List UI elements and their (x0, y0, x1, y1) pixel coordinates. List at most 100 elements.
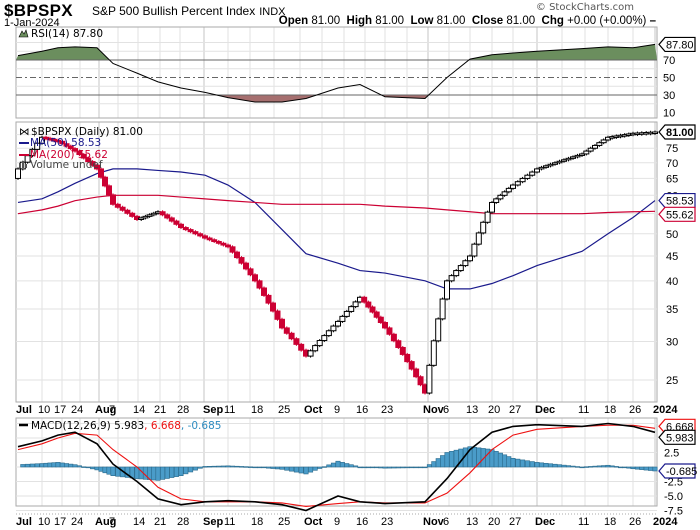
candle (124, 209, 131, 214)
macd-histogram-bar (59, 462, 65, 468)
macd-histogram-bar (506, 456, 512, 468)
candle (339, 315, 346, 322)
histogram-tag: -0.685 (666, 466, 697, 478)
high-label: High (346, 15, 373, 27)
candle (330, 325, 337, 332)
macd-tick-label: -7.5 (664, 506, 683, 518)
candle (570, 156, 576, 159)
candle (561, 159, 567, 162)
macd-x-axis-label: 14 (133, 516, 145, 528)
macd-histogram-bar (270, 466, 276, 469)
watermark: © StockCharts.com (535, 2, 634, 13)
macd-histogram-bar (207, 466, 213, 468)
candle (386, 327, 393, 335)
macd-histogram-bar (344, 463, 350, 468)
macd-histogram-bar (188, 466, 194, 473)
candle (298, 343, 305, 351)
macd-histogram-bar (426, 464, 432, 468)
macd-histogram-bar (202, 466, 208, 468)
macd-histogram-bar (538, 462, 544, 468)
price-x-axis-label: 17 (54, 404, 66, 416)
macd-histogram-bar (485, 448, 491, 468)
chart-date: 1-Jan-2024 (4, 17, 60, 29)
price-tick-label: 50 (666, 229, 678, 241)
macd-histogram-bar (515, 458, 521, 468)
macd-histogram-bar (303, 466, 309, 475)
macd-histogram-bar (596, 465, 602, 468)
ma50-tag-box (658, 192, 696, 209)
candle (652, 131, 658, 134)
macd-histogram-bar (178, 466, 184, 476)
macd-x-axis-label: 10 (38, 516, 50, 528)
candle (587, 147, 594, 152)
macd-histogram-bar (592, 465, 598, 468)
price-x-axis-label: Nov (423, 404, 445, 416)
macd-legend-part: , -0.685 (181, 420, 222, 432)
macd-histogram-bar (431, 461, 437, 468)
macd-histogram-bar (298, 466, 304, 474)
macd-histogram-bar (293, 466, 299, 473)
macd-histogram-bar (543, 462, 549, 468)
volume-legend: Volume undef (30, 159, 103, 171)
macd-histogram-bar (243, 466, 249, 468)
candle (579, 153, 585, 156)
price-x-axis-label: 28 (177, 404, 189, 416)
candle (138, 217, 145, 220)
candle (574, 154, 581, 158)
macd-x-axis-label: 25 (278, 516, 290, 528)
candle (288, 332, 295, 340)
macd-histogram-bar (404, 466, 410, 469)
macd-x-axis-label: Sep (203, 516, 223, 528)
price-tick-label: 30 (666, 337, 678, 349)
macd-histogram-bar (160, 466, 166, 480)
candle (202, 235, 208, 239)
macd-histogram-bar (449, 451, 455, 468)
candle (34, 142, 41, 150)
candle (72, 148, 78, 152)
macd-histogram-bar (617, 466, 623, 469)
ohlc-summary: Open 81.00 High 81.00 Low 81.00 Close 81… (279, 15, 656, 27)
macd-histogram-bar (652, 466, 658, 472)
candle (524, 174, 531, 179)
macd-histogram-bar (256, 466, 262, 469)
macd-histogram-bar (418, 466, 424, 469)
macd-x-axis-label: Aug (95, 516, 116, 528)
macd-histogram-bar (497, 452, 503, 468)
price-x-axis-label: 18 (251, 404, 263, 416)
macd-histogram-bar (529, 461, 535, 468)
candle (98, 168, 104, 178)
price-legend: $BPSPX (Daily) 81.00 (31, 126, 143, 138)
candle (238, 257, 245, 264)
macd-x-axis-label: Oct (304, 516, 323, 528)
price-x-axis-label: 24 (71, 404, 83, 416)
macd-histogram-bar (622, 466, 628, 469)
candle (220, 242, 227, 246)
candle (448, 275, 455, 282)
price-tick-label: 70 (666, 158, 678, 170)
candle (312, 345, 319, 352)
volume-icon (22, 161, 24, 168)
macd-histogram-bar (493, 451, 499, 468)
macd-histogram-bar (248, 466, 254, 468)
rsi-tick-label: 50 (663, 73, 675, 85)
candle (215, 241, 222, 244)
macd-legend: MACD(12,26,9) 5.983, 6.668, -0.685 (31, 420, 221, 432)
macd-histogram-bar (361, 466, 367, 469)
candle (129, 212, 136, 217)
candle (256, 280, 263, 289)
macd-histogram-bar (382, 466, 388, 469)
macd-x-axis-label: 23 (381, 516, 393, 528)
candle (39, 136, 45, 144)
price-tick-label: 75 (666, 143, 678, 155)
candle (404, 353, 411, 363)
candle (501, 191, 508, 196)
candle (583, 150, 590, 155)
macd-histogram-bar (440, 455, 446, 468)
macd-histogram-bar (339, 462, 345, 468)
macd-histogram-bar (64, 463, 70, 468)
ma50-legend: MA(50) 58.53 (30, 137, 101, 149)
price-x-axis-label: Dec (535, 404, 555, 416)
macd-histogram-bar (197, 466, 203, 469)
candle (114, 203, 121, 208)
candle (197, 233, 204, 237)
